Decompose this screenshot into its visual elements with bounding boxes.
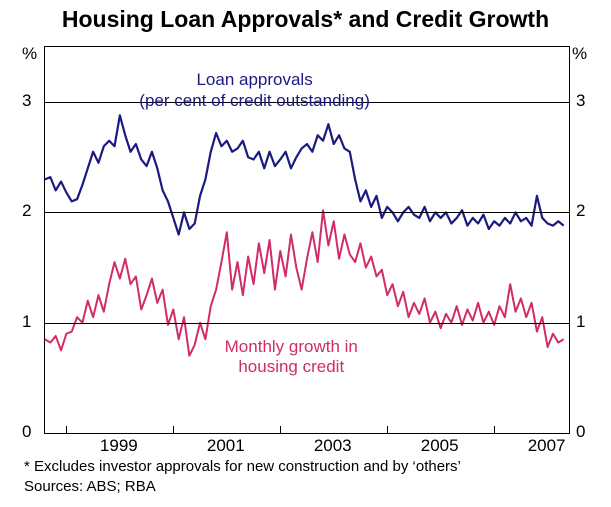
gridline bbox=[45, 212, 569, 213]
footnote-sources: Sources: ABS; RBA bbox=[24, 478, 156, 495]
x-tick-label: 2007 bbox=[528, 436, 566, 456]
gridline bbox=[45, 323, 569, 324]
x-tick bbox=[387, 426, 388, 433]
loan-approvals-label: Loan approvals(per cent of credit outsta… bbox=[139, 70, 370, 111]
y-tick-right: 1 bbox=[576, 312, 585, 332]
footnote-asterisk: * Excludes investor approvals for new co… bbox=[24, 458, 461, 475]
y-unit-right: % bbox=[572, 44, 587, 64]
y-tick-left: 0 bbox=[22, 422, 31, 442]
y-tick-right: 0 bbox=[576, 422, 585, 442]
x-tick-label: 2003 bbox=[314, 436, 352, 456]
x-tick bbox=[66, 426, 67, 433]
x-tick-label: 2001 bbox=[207, 436, 245, 456]
y-tick-right: 2 bbox=[576, 201, 585, 221]
series-loan-approvals bbox=[45, 115, 564, 234]
y-unit-left: % bbox=[22, 44, 37, 64]
y-tick-left: 3 bbox=[22, 91, 31, 111]
y-tick-right: 3 bbox=[576, 91, 585, 111]
monthly-growth-label: Monthly growth inhousing credit bbox=[225, 337, 358, 378]
y-tick-left: 2 bbox=[22, 201, 31, 221]
series-monthly-growth bbox=[45, 210, 564, 356]
chart-container: Housing Loan Approvals* and Credit Growt… bbox=[0, 0, 611, 507]
x-tick bbox=[494, 426, 495, 433]
y-tick-left: 1 bbox=[22, 312, 31, 332]
x-tick-label: 1999 bbox=[100, 436, 138, 456]
x-tick bbox=[280, 426, 281, 433]
x-tick bbox=[173, 426, 174, 433]
x-tick-label: 2005 bbox=[421, 436, 459, 456]
plot-area: Loan approvals(per cent of credit outsta… bbox=[44, 46, 570, 434]
chart-title: Housing Loan Approvals* and Credit Growt… bbox=[0, 6, 611, 33]
